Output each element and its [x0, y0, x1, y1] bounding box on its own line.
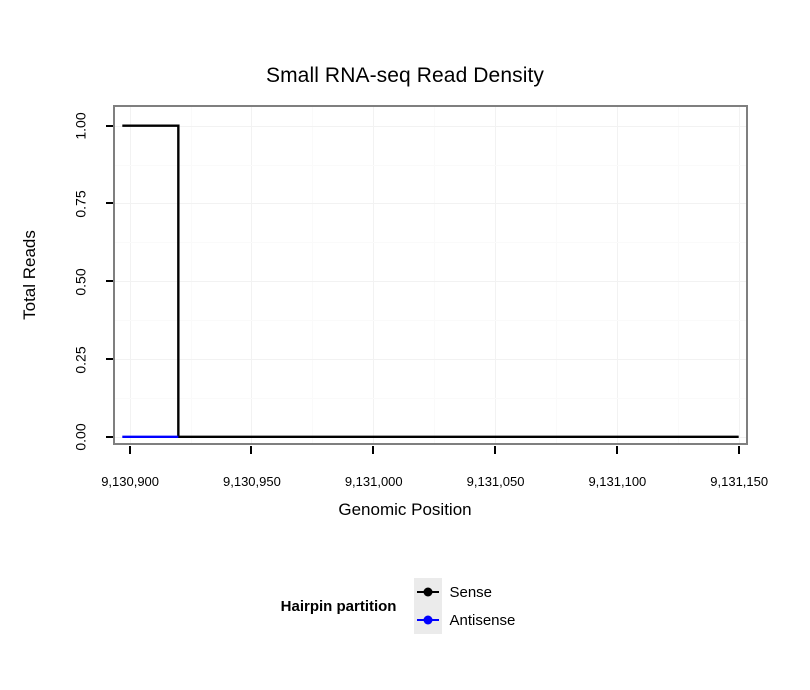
gridline-vertical-major: [251, 107, 252, 443]
x-axis-tick: [737, 446, 740, 454]
gridline-vertical-major: [495, 107, 496, 443]
gridline-horizontal-major: [115, 126, 746, 127]
gridline-vertical-minor: [434, 107, 435, 443]
x-axis-tick-label-wrap: 9,130,900: [101, 474, 159, 489]
y-axis-tick: [106, 280, 113, 283]
legend-key-dot: [423, 615, 433, 625]
y-axis-tick-label-wrap: 0.25: [0, 346, 98, 373]
legend-title: Hairpin partition: [280, 597, 397, 615]
legend-key-dot: [423, 587, 433, 597]
gridline-horizontal-major: [115, 203, 746, 204]
x-axis-tick: [372, 446, 375, 454]
data-series-layer: [115, 107, 746, 443]
gridline-horizontal-minor: [115, 242, 746, 243]
gridline-horizontal-major: [115, 359, 746, 360]
x-axis-tick: [615, 446, 618, 454]
x-axis-tick: [128, 446, 131, 454]
gridline-vertical-major: [617, 107, 618, 443]
gridline-horizontal-minor: [115, 320, 746, 321]
y-axis-tick: [106, 124, 113, 127]
x-axis-tick-label-wrap: 9,131,000: [345, 474, 403, 489]
x-axis-tick: [250, 446, 253, 454]
x-axis-tick-label-wrap: 9,131,150: [710, 474, 768, 489]
x-axis-tick-label: 9,131,000: [344, 474, 403, 489]
gridline-vertical-major: [373, 107, 374, 443]
gridline-vertical-minor: [678, 107, 679, 443]
legend-key-sense-icon: [414, 578, 443, 606]
chart-legend: Hairpin partition Sense Antisense: [0, 578, 810, 634]
x-axis-tick-label-wrap: 9,131,050: [467, 474, 525, 489]
gridline-vertical-major: [130, 107, 131, 443]
legend-label: Sense: [449, 583, 493, 601]
gridline-vertical-major: [739, 107, 740, 443]
gridline-horizontal-minor: [115, 165, 746, 166]
y-axis-tick-label: 0.25: [72, 345, 89, 374]
y-axis-tick-label: 0.00: [72, 423, 89, 451]
x-axis-tick-label: 9,131,150: [710, 474, 769, 489]
y-axis-tick: [106, 435, 113, 438]
x-axis-tick-label: 9,131,050: [466, 474, 525, 489]
legend-items: Sense Antisense: [414, 578, 529, 634]
gridline-vertical-minor: [191, 107, 192, 443]
series-line-sense: [122, 126, 738, 437]
x-axis-tick: [494, 446, 497, 454]
legend-label: Antisense: [449, 611, 516, 629]
y-axis-title: Total Reads: [20, 230, 39, 320]
y-axis-tick-label-wrap: 0.75: [0, 190, 98, 217]
x-axis-tick-label-wrap: 9,131,100: [588, 474, 646, 489]
x-axis-tick-label-wrap: 9,130,950: [223, 474, 281, 489]
y-axis-tick-label: 1.00: [72, 112, 89, 140]
y-axis-tick: [106, 202, 113, 205]
legend-key-antisense-icon: [414, 606, 443, 634]
gridline-vertical-minor: [556, 107, 557, 443]
y-axis-tick-label: 0.75: [72, 190, 89, 218]
y-axis-tick-label-wrap: 0.00: [0, 424, 98, 451]
y-axis-tick-label-wrap: 0.50: [0, 268, 98, 295]
x-axis-title: Genomic Position: [338, 500, 472, 519]
gridline-horizontal-major: [115, 281, 746, 282]
x-axis-tick-label: 9,130,950: [223, 474, 281, 489]
gridline-vertical-minor: [312, 107, 313, 443]
x-axis-tick-label: 9,131,100: [588, 474, 647, 489]
chart-title: Small RNA-seq Read Density: [265, 64, 545, 87]
legend-item-sense[interactable]: Sense: [414, 578, 515, 606]
y-axis-tick-label-wrap: 1.00: [0, 113, 98, 140]
plot-panel: [113, 105, 748, 445]
y-axis-tick-label: 0.50: [72, 268, 89, 296]
y-axis-tick: [106, 358, 113, 360]
legend-item-antisense[interactable]: Antisense: [414, 606, 515, 634]
plot-area: [115, 107, 746, 443]
x-axis-tick-label: 9,130,900: [101, 474, 160, 489]
gridline-horizontal-minor: [115, 398, 746, 399]
